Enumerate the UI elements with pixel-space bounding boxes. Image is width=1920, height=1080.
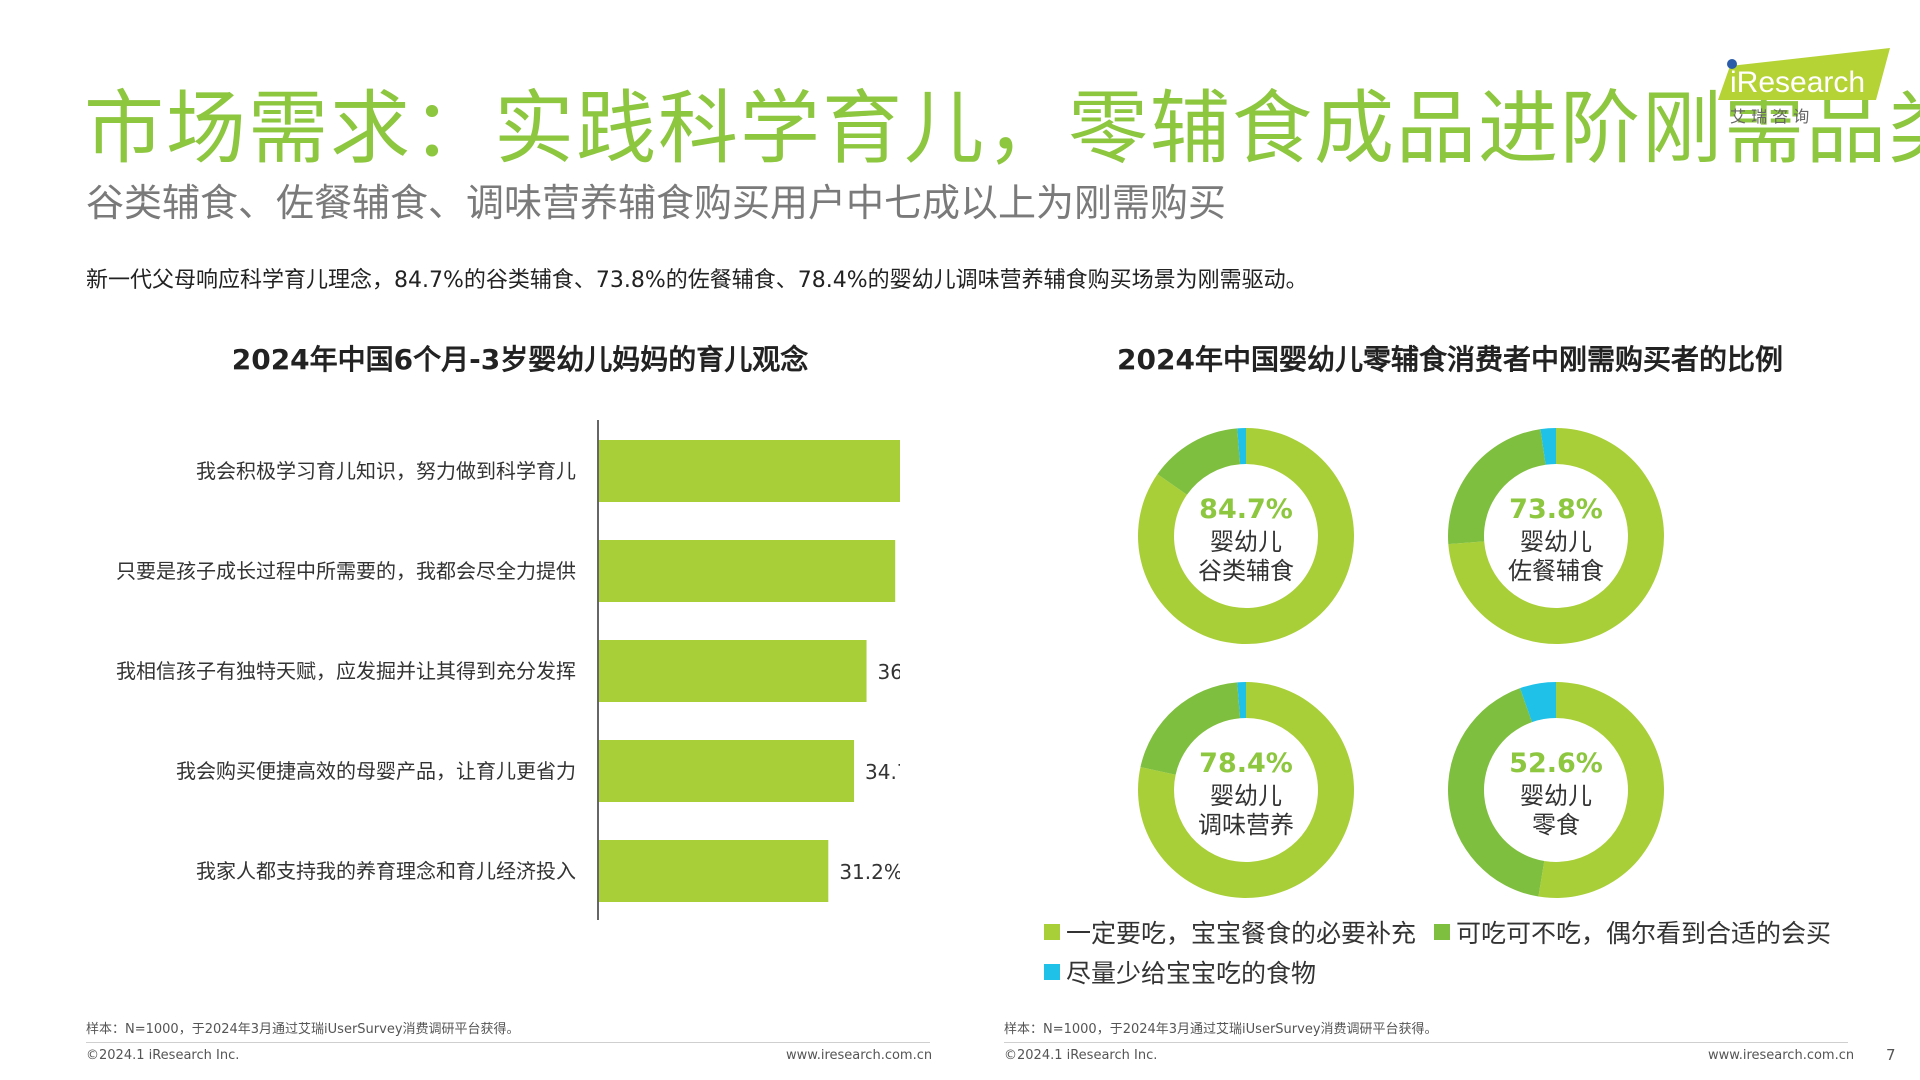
donut-chart-title: 2024年中国婴幼儿零辅食消费者中刚需购买者的比例	[1117, 343, 1783, 376]
bar-3	[599, 640, 867, 702]
footer-divider-left	[86, 1042, 930, 1043]
donut-1-slice-3	[1237, 428, 1246, 465]
donut-chart: 84.7%婴幼儿谷类辅食73.8%婴幼儿佐餐辅食78.4%婴幼儿调味营养52.6…	[1138, 428, 1664, 898]
bar-5	[599, 840, 829, 902]
donut-3-slice-2	[1140, 682, 1241, 775]
footer-divider-right	[1004, 1042, 1848, 1043]
donut-2-percent: 73.8%	[1509, 494, 1603, 525]
iresearch-logo: iResearch 艾 瑞 咨 询	[1718, 48, 1890, 126]
bar-category-label-5: 我家人都支持我的养育理念和育儿经济投入	[196, 859, 576, 883]
donut-1-label-2: 谷类辅食	[1198, 557, 1294, 585]
donut-1-percent: 84.7%	[1199, 494, 1293, 525]
footer-note-right: 样本：N=1000，于2024年3月通过艾瑞iUserSurvey消费调研平台获…	[1004, 1022, 1438, 1037]
donut-2-slice-2	[1448, 429, 1546, 545]
donut-2-label-1: 婴幼儿	[1520, 528, 1592, 556]
footer-note-left: 样本：N=1000，于2024年3月通过艾瑞iUserSurvey消费调研平台获…	[86, 1022, 520, 1037]
legend-item-necessary: 一定要吃，宝宝餐食的必要补充	[1044, 914, 1416, 950]
legend-swatch-necessary	[1044, 924, 1060, 940]
legend-swatch-optional	[1434, 924, 1450, 940]
donut-4-slice-2	[1448, 688, 1545, 897]
page-subtitle: 谷类辅食、佐餐辅食、调味营养辅食购买用户中七成以上为刚需购买	[86, 181, 1227, 225]
bar-value-label-4: 34.7%	[865, 760, 900, 784]
bar-1	[599, 440, 900, 502]
footer-url-right: www.iresearch.com.cn	[1708, 1048, 1855, 1063]
legend-item-optional: 可吃可不吃，偶尔看到合适的会买	[1434, 914, 1831, 950]
footer-copyright-right: ©2024.1 iResearch Inc.	[1004, 1048, 1158, 1063]
bar-chart-title: 2024年中国6个月-3岁婴幼儿妈妈的育儿观念	[231, 343, 809, 376]
donut-3-slice-3	[1237, 682, 1246, 719]
donut-4-percent: 52.6%	[1509, 748, 1603, 779]
logo-brand: iResearch	[1730, 66, 1865, 99]
page-number: 7	[1886, 1046, 1896, 1064]
bar-category-label-1: 我会积极学习育儿知识，努力做到科学育儿	[196, 459, 576, 483]
donut-1-slice-2	[1157, 428, 1241, 495]
donut-1-label-1: 婴幼儿	[1210, 528, 1282, 556]
legend-item-avoid: 尽量少给宝宝吃的食物	[1044, 954, 1316, 990]
donut-2-slice-3	[1540, 428, 1556, 465]
page-title: 市场需求：实践科学育儿，零辅食成品进阶刚需品类	[84, 82, 1920, 175]
bar-2	[599, 540, 896, 602]
bar-category-label-4: 我会购买便捷高效的母婴产品，让育儿更省力	[176, 759, 576, 783]
donut-3-percent: 78.4%	[1199, 748, 1293, 779]
bar-category-label-2: 只要是孩子成长过程中所需要的，我都会尽全力提供	[116, 559, 576, 583]
donut-2-label-2: 佐餐辅食	[1508, 557, 1604, 585]
donut-2-slice-1	[1448, 428, 1664, 644]
donut-1-slice-1	[1138, 428, 1354, 644]
bar-category-label-3: 我相信孩子有独特天赋，应发掘并让其得到充分发挥	[116, 659, 576, 683]
donut-4-label-1: 婴幼儿	[1520, 782, 1592, 810]
logo-tagline: 艾 瑞 咨 询	[1730, 107, 1809, 126]
donut-3-label-1: 婴幼儿	[1210, 782, 1282, 810]
footer-copyright-left: ©2024.1 iResearch Inc.	[86, 1048, 240, 1063]
donut-4-slice-1	[1538, 682, 1664, 898]
legend-label-optional: 可吃可不吃，偶尔看到合适的会买	[1456, 919, 1832, 948]
legend-label-necessary: 一定要吃，宝宝餐食的必要补充	[1066, 919, 1417, 948]
donut-3-slice-1	[1138, 682, 1354, 898]
summary-text: 新一代父母响应科学育儿理念，84.7%的谷类辅食、73.8%的佐餐辅食、78.4…	[86, 268, 1308, 293]
bar-4	[599, 740, 855, 802]
bar-chart: 我会积极学习育儿知识，努力做到科学育儿45.1%只要是孩子成长过程中所需要的，我…	[116, 420, 900, 920]
legend-swatch-avoid	[1044, 964, 1060, 980]
logo-dot-icon	[1727, 59, 1737, 69]
footer-url-left: www.iresearch.com.cn	[786, 1048, 933, 1063]
donut-4-label-2: 零食	[1532, 811, 1580, 839]
bar-value-label-3: 36.4%	[878, 660, 900, 684]
legend-label-avoid: 尽量少给宝宝吃的食物	[1066, 959, 1317, 988]
donut-3-label-2: 调味营养	[1198, 811, 1294, 839]
logo-banner	[1718, 48, 1890, 100]
donut-4-slice-3	[1520, 682, 1556, 723]
bar-value-label-5: 31.2%	[839, 860, 900, 884]
